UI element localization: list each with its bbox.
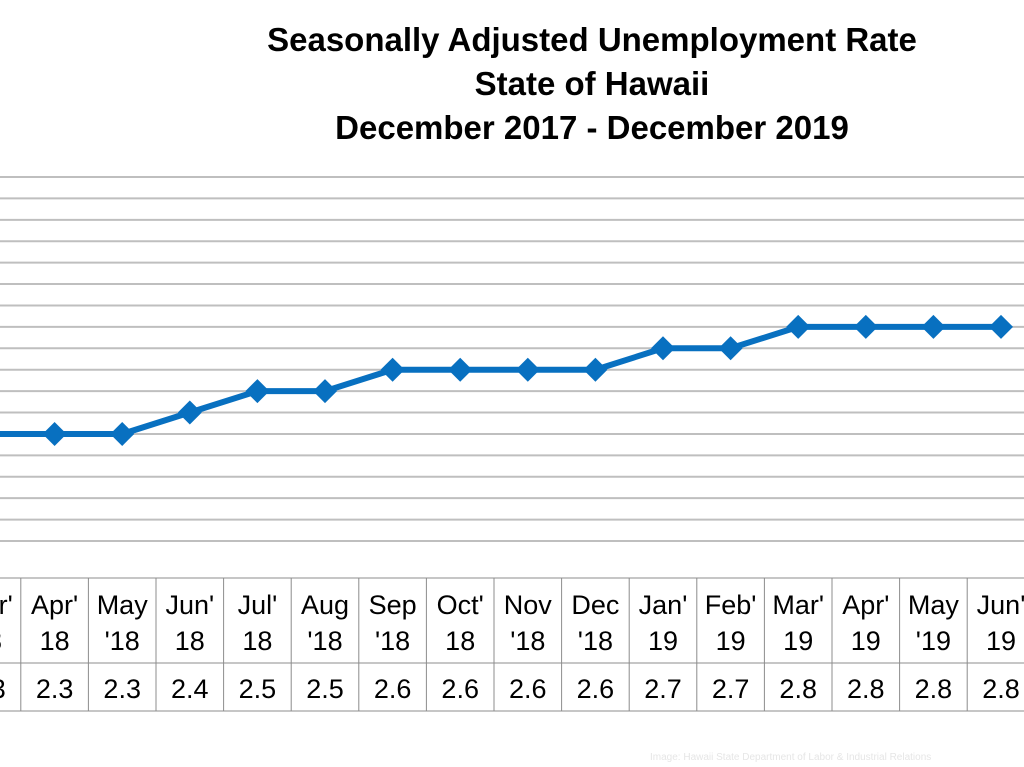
series-line	[0, 323, 1001, 437]
data-point-marker	[853, 314, 878, 339]
category-label-month: Oct'	[437, 590, 484, 620]
data-value-label: 2.8	[915, 674, 953, 704]
category-label-month: May	[97, 590, 149, 620]
data-point-marker	[313, 379, 337, 404]
category-label-year: 18	[175, 626, 205, 656]
category-label-year: 19	[783, 626, 813, 656]
data-value-label: 2.8	[847, 674, 885, 704]
category-label-month: Jun'	[977, 590, 1024, 620]
data-point-marker	[177, 400, 202, 425]
data-value-label: 2.6	[577, 674, 615, 704]
data-value-label: 2.6	[509, 674, 547, 704]
data-value-label: 2.5	[239, 674, 277, 704]
data-value-label: 2.5	[306, 674, 344, 704]
category-label-month: Mar'	[0, 590, 13, 620]
category-label-year: 18	[40, 626, 70, 656]
category-label-year: '18	[375, 626, 410, 656]
data-value-label: 2.8	[779, 674, 817, 704]
category-label-year: '18	[578, 626, 613, 656]
category-label-year: 19	[986, 626, 1016, 656]
data-value-label: 2.7	[644, 674, 682, 704]
data-point-marker	[515, 357, 540, 382]
category-label-month: Aug	[301, 590, 349, 620]
data-point-marker	[110, 421, 135, 446]
category-label-year: 19	[716, 626, 746, 656]
category-label-month: May	[908, 590, 960, 620]
category-label-year: '18	[105, 626, 140, 656]
data-point-marker	[921, 314, 946, 339]
data-point-marker	[380, 357, 405, 382]
data-value-label: 2.3	[103, 674, 141, 704]
category-label-year: '19	[916, 626, 951, 656]
category-label-month: Sep	[369, 590, 417, 620]
data-point-marker	[583, 357, 608, 382]
chart-title: Seasonally Adjusted Unemployment Rate St…	[212, 18, 972, 150]
image-credit: Image: Hawaii State Department of Labor …	[650, 752, 932, 763]
chart-title-line-2: State of Hawaii	[474, 65, 710, 102]
category-label-year: 18	[0, 626, 2, 656]
series-unemployment-rate	[0, 314, 1013, 446]
data-point-marker	[989, 314, 1013, 339]
gridlines	[0, 176, 1024, 542]
category-label-month: Apr'	[842, 590, 889, 620]
category-label-month: Jul'	[238, 590, 278, 620]
data-value-label: 2.3	[0, 674, 6, 704]
data-value-label: 2.6	[374, 674, 412, 704]
data-point-marker	[651, 336, 675, 361]
data-point-marker	[245, 379, 270, 404]
category-label-year: 18	[242, 626, 272, 656]
data-point-marker	[448, 357, 473, 382]
category-label-month: Nov	[504, 590, 553, 620]
category-label-year: '18	[307, 626, 342, 656]
category-label-month: Jan'	[639, 590, 688, 620]
chart-title-line-1: Seasonally Adjusted Unemployment Rate	[267, 21, 917, 58]
data-point-marker	[718, 336, 743, 361]
data-table	[0, 577, 1024, 712]
category-label-year: 18	[445, 626, 475, 656]
category-label-month: Jun'	[165, 590, 214, 620]
category-label-month: Mar'	[772, 590, 824, 620]
category-label-year: 19	[851, 626, 881, 656]
category-label-month: Feb'	[705, 590, 757, 620]
category-label-year: 19	[648, 626, 678, 656]
data-value-label: 2.8	[982, 674, 1020, 704]
data-point-marker	[42, 421, 67, 446]
category-and-value-labels: Mar' 18 2.3 Apr' 18 2.3 May '18 2.3 Jun' 18 2.4 Jul'…	[0, 590, 1024, 704]
data-value-label: 2.7	[712, 674, 750, 704]
data-value-label: 2.3	[36, 674, 74, 704]
data-value-label: 2.4	[171, 674, 209, 704]
chart-title-line-3: December 2017 - December 2019	[335, 109, 849, 146]
data-point-marker	[786, 314, 811, 339]
category-label-year: '18	[510, 626, 545, 656]
data-value-label: 2.6	[441, 674, 479, 704]
category-label-month: Apr'	[31, 590, 78, 620]
category-label-month: Dec	[571, 590, 619, 620]
